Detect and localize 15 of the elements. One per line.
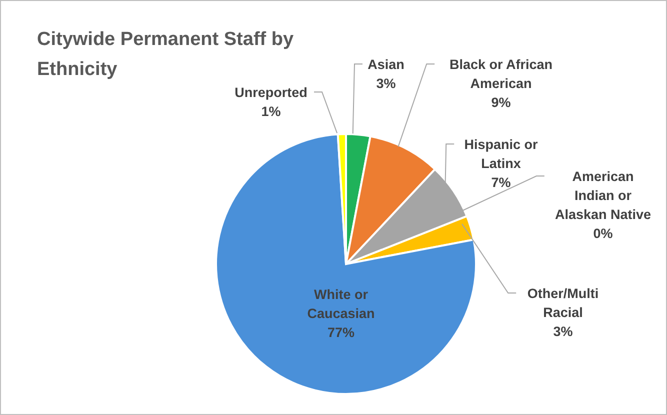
data-label: 9% (491, 95, 511, 110)
data-label: 3% (553, 324, 573, 339)
text: 0% (593, 226, 613, 241)
slice-label: Black or African American (449, 57, 553, 91)
chart-title: Citywide Permanent Staff by Ethnicity (37, 28, 295, 82)
category-label: American Indian or Alaskan Native (554, 169, 652, 222)
data-label: 3% (376, 76, 396, 91)
slice-label: Unreported (234, 85, 308, 100)
slice-label: Hispanic or Latinx (464, 137, 538, 171)
data-label: 77% (327, 325, 355, 340)
data-label: 7% (491, 175, 511, 190)
data-label: 1% (261, 104, 281, 119)
slice-label: Asian (368, 57, 404, 72)
slice-label: Other/Multi Racial (527, 286, 599, 320)
slice-label: White or Caucasian (307, 287, 375, 321)
